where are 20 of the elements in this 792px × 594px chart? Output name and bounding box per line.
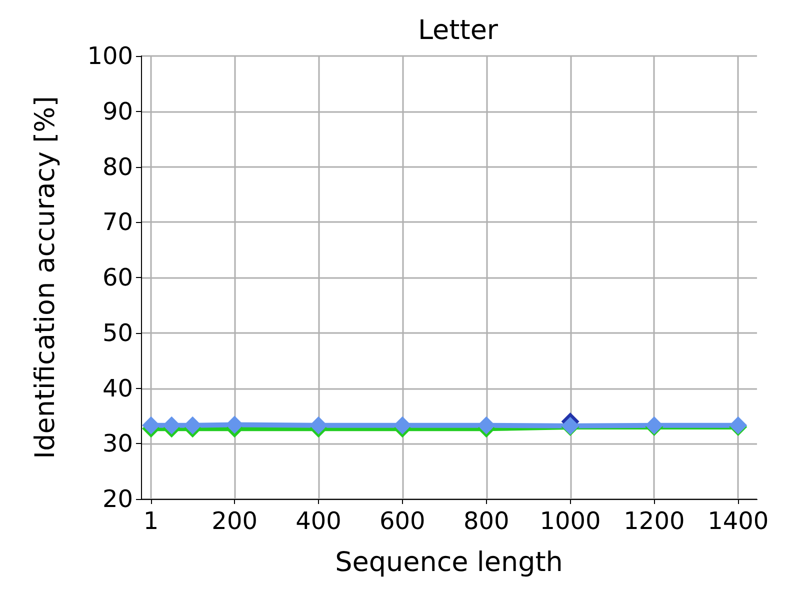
y-tick-label: 30 xyxy=(102,430,133,458)
y-tick-label: 90 xyxy=(102,97,133,126)
x-tick-label: 400 xyxy=(296,507,342,535)
x-tick-label: 1200 xyxy=(624,507,685,535)
x-tick-label: 600 xyxy=(380,507,426,535)
x-tick-label: 1400 xyxy=(708,507,769,535)
x-tick-label: 200 xyxy=(212,507,258,535)
y-tick-label: 50 xyxy=(102,318,133,347)
y-tick-label: 100 xyxy=(87,42,133,70)
x-tick-label: 800 xyxy=(463,507,510,535)
x-axis-title: Sequence length xyxy=(335,547,563,578)
y-tick-label: 60 xyxy=(102,264,133,292)
chart-title: Letter xyxy=(418,15,499,46)
x-tick-label: 1000 xyxy=(540,507,601,535)
y-tick-label: 80 xyxy=(102,152,133,181)
y-tick-label: 40 xyxy=(102,374,133,402)
y-tick-label: 20 xyxy=(102,485,133,513)
y-tick-label: 70 xyxy=(102,208,133,236)
x-tick-label: 1 xyxy=(143,507,159,535)
y-axis-title: Identification accuracy [%] xyxy=(30,96,61,459)
